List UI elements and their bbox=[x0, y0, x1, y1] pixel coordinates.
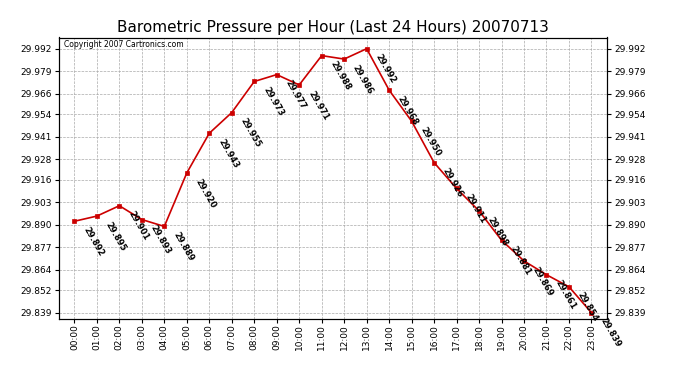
Text: 29.861: 29.861 bbox=[553, 279, 578, 312]
Text: 29.898: 29.898 bbox=[486, 215, 510, 248]
Text: 29.955: 29.955 bbox=[239, 117, 263, 149]
Text: 29.973: 29.973 bbox=[262, 86, 285, 118]
Text: 29.986: 29.986 bbox=[351, 63, 375, 96]
Text: 29.926: 29.926 bbox=[441, 167, 465, 199]
Title: Barometric Pressure per Hour (Last 24 Hours) 20070713: Barometric Pressure per Hour (Last 24 Ho… bbox=[117, 20, 549, 35]
Text: 29.893: 29.893 bbox=[149, 224, 172, 256]
Text: 29.920: 29.920 bbox=[194, 177, 217, 210]
Text: 29.977: 29.977 bbox=[284, 79, 308, 111]
Text: 29.892: 29.892 bbox=[81, 225, 106, 258]
Text: 29.992: 29.992 bbox=[373, 53, 397, 85]
Text: 29.895: 29.895 bbox=[104, 220, 128, 253]
Text: 29.869: 29.869 bbox=[531, 265, 555, 297]
Text: 29.950: 29.950 bbox=[419, 125, 442, 158]
Text: 29.854: 29.854 bbox=[576, 291, 600, 324]
Text: 29.943: 29.943 bbox=[216, 137, 240, 170]
Text: 29.988: 29.988 bbox=[328, 60, 353, 92]
Text: 29.911: 29.911 bbox=[464, 193, 488, 225]
Text: 29.968: 29.968 bbox=[396, 94, 420, 127]
Text: Copyright 2007 Cartronics.com: Copyright 2007 Cartronics.com bbox=[64, 40, 184, 50]
Text: 29.839: 29.839 bbox=[598, 317, 622, 349]
Text: 29.889: 29.889 bbox=[171, 231, 195, 263]
Text: 29.971: 29.971 bbox=[306, 89, 330, 122]
Text: 29.881: 29.881 bbox=[509, 244, 533, 277]
Text: 29.901: 29.901 bbox=[126, 210, 150, 242]
